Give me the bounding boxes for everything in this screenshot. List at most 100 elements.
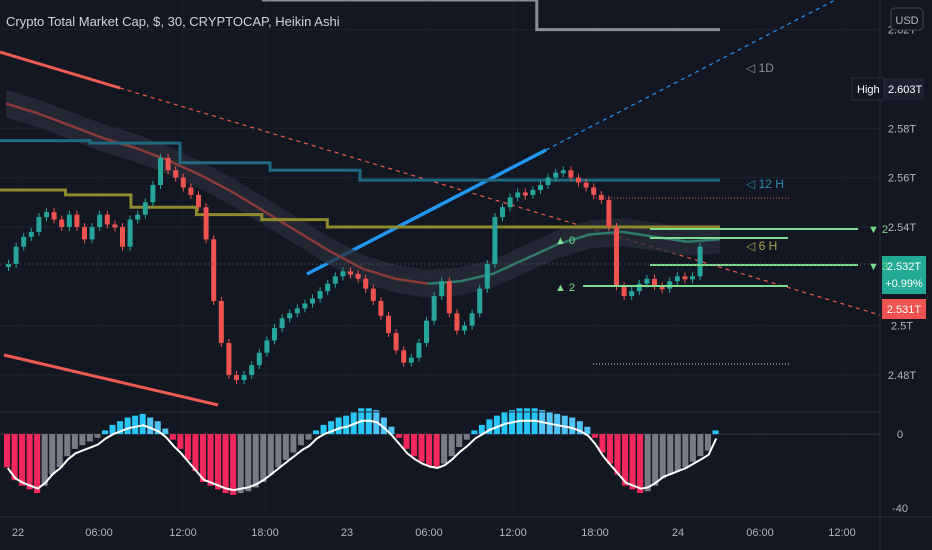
candle[interactable] <box>667 281 673 289</box>
candle[interactable] <box>13 246 19 264</box>
candle[interactable] <box>507 197 513 208</box>
candle[interactable] <box>439 281 445 297</box>
candle[interactable] <box>74 214 80 227</box>
candle[interactable] <box>652 278 657 287</box>
candle[interactable] <box>340 271 346 277</box>
candle[interactable] <box>44 212 49 218</box>
candle[interactable] <box>272 328 277 341</box>
candle[interactable] <box>120 226 125 247</box>
candle[interactable] <box>614 226 619 287</box>
candle[interactable] <box>28 231 34 237</box>
candle[interactable] <box>97 214 103 227</box>
candle[interactable] <box>591 187 597 195</box>
candle[interactable] <box>393 333 399 351</box>
candle[interactable] <box>249 365 255 375</box>
candle[interactable] <box>644 278 650 284</box>
candle[interactable] <box>500 207 505 218</box>
candle[interactable] <box>203 207 209 240</box>
candle[interactable] <box>659 286 665 290</box>
candle[interactable] <box>279 318 285 329</box>
candle[interactable] <box>310 298 315 304</box>
time-axis[interactable]: 22 06:00 12:00 18:00 23 06:00 12:00 18:00 24 06:0… <box>12 527 856 539</box>
candle[interactable] <box>294 308 300 314</box>
candle[interactable] <box>538 185 543 190</box>
candle[interactable] <box>598 194 604 200</box>
candle[interactable] <box>66 214 72 227</box>
candle[interactable] <box>325 283 331 292</box>
candle[interactable] <box>568 170 574 178</box>
candle[interactable] <box>82 226 87 240</box>
candle[interactable] <box>690 276 695 280</box>
candle[interactable] <box>469 313 475 326</box>
candle[interactable] <box>370 288 376 301</box>
candle[interactable] <box>21 236 27 247</box>
candle[interactable] <box>165 157 171 171</box>
candle[interactable] <box>682 276 688 280</box>
candle[interactable] <box>454 313 460 331</box>
candle[interactable] <box>576 177 581 183</box>
candle[interactable] <box>431 296 437 321</box>
candle[interactable] <box>522 192 528 196</box>
candle[interactable] <box>135 214 141 220</box>
candle[interactable] <box>6 263 11 267</box>
candle[interactable] <box>36 217 42 232</box>
candle[interactable] <box>287 313 293 319</box>
candle[interactable] <box>674 276 680 282</box>
candle[interactable] <box>264 340 270 353</box>
candle[interactable] <box>104 214 110 225</box>
candle[interactable] <box>515 192 521 198</box>
candle[interactable] <box>462 325 467 331</box>
candle[interactable] <box>241 374 247 380</box>
candle[interactable] <box>621 286 627 297</box>
candle[interactable] <box>606 199 612 227</box>
candle[interactable] <box>158 157 163 186</box>
candle[interactable] <box>302 303 308 309</box>
candle[interactable] <box>636 283 642 292</box>
candle[interactable] <box>173 170 179 178</box>
y-tick-label: 2.5T <box>891 321 913 333</box>
histogram-bar <box>34 434 41 494</box>
candle[interactable] <box>89 226 95 240</box>
candle[interactable] <box>211 239 217 301</box>
candle[interactable] <box>218 300 224 343</box>
candle[interactable] <box>530 189 536 195</box>
candle[interactable] <box>51 212 57 220</box>
candle[interactable] <box>196 194 201 208</box>
candle[interactable] <box>386 315 391 334</box>
candle[interactable] <box>378 300 384 316</box>
candle[interactable] <box>416 342 422 358</box>
candle[interactable] <box>142 202 148 215</box>
candle[interactable] <box>545 177 551 186</box>
candle[interactable] <box>408 357 414 363</box>
candle[interactable] <box>583 182 589 188</box>
candle[interactable] <box>348 271 353 275</box>
candle[interactable] <box>484 263 490 289</box>
candle[interactable] <box>234 374 239 380</box>
level-label-1d: ◁ 1D <box>746 61 774 75</box>
candle[interactable] <box>492 217 498 264</box>
candle[interactable] <box>355 273 361 279</box>
candles[interactable] <box>6 153 703 384</box>
candle[interactable] <box>363 278 369 289</box>
candle[interactable] <box>477 288 483 314</box>
candle[interactable] <box>553 172 559 178</box>
candle[interactable] <box>560 170 566 174</box>
candle[interactable] <box>256 352 262 366</box>
candle[interactable] <box>317 291 323 299</box>
candle[interactable] <box>629 291 635 297</box>
candle[interactable] <box>424 320 429 343</box>
candle[interactable] <box>226 342 232 375</box>
candle[interactable] <box>112 224 118 228</box>
candle[interactable] <box>150 185 156 203</box>
candle[interactable] <box>332 276 338 284</box>
candle[interactable] <box>697 246 703 277</box>
currency-button[interactable] <box>890 7 924 31</box>
candle[interactable] <box>127 219 133 247</box>
candle[interactable] <box>180 177 186 188</box>
candle[interactable] <box>401 350 407 363</box>
candle[interactable] <box>446 281 452 314</box>
candle[interactable] <box>188 187 194 195</box>
candle[interactable] <box>59 219 65 227</box>
